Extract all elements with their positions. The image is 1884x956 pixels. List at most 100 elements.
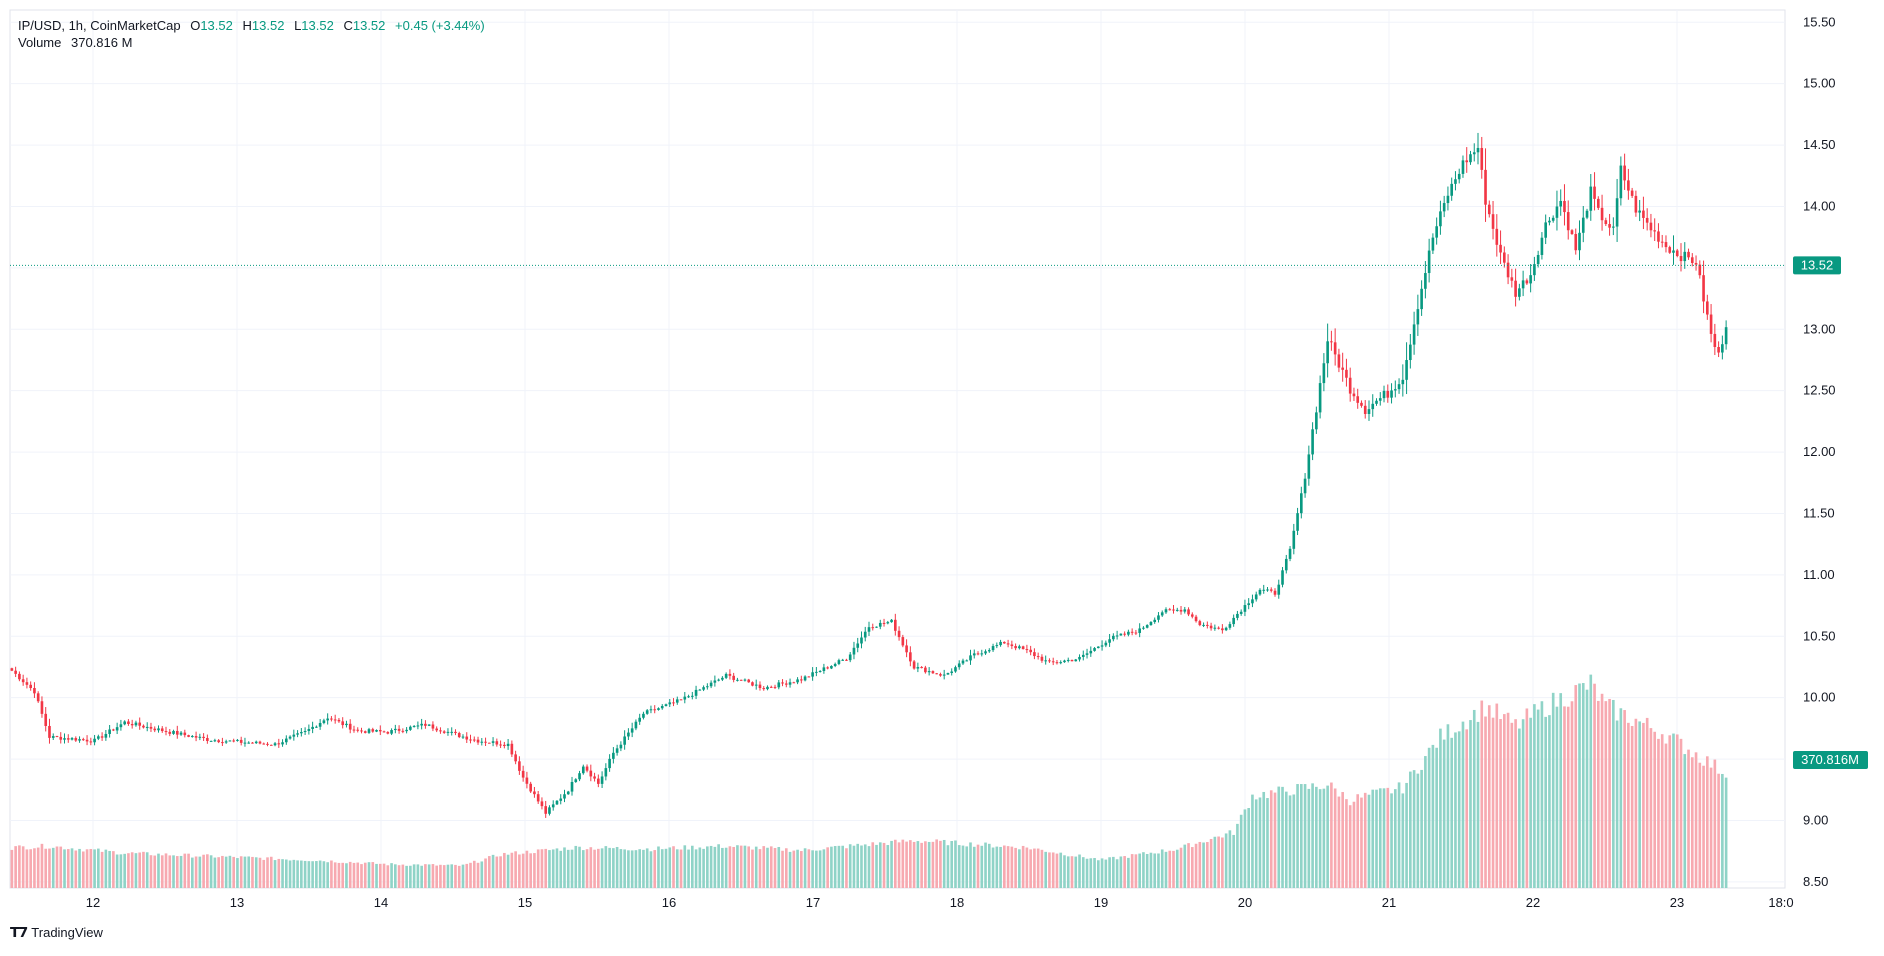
candle-body <box>123 721 126 725</box>
candle-body <box>100 736 104 738</box>
volume-bar <box>1454 732 1457 888</box>
candle-body <box>104 733 108 738</box>
candle-body <box>29 684 32 689</box>
y-tick-label: 14.00 <box>1803 198 1836 213</box>
candle-body <box>345 723 348 726</box>
candle-body <box>1424 273 1427 289</box>
volume-bar <box>435 865 438 888</box>
candle-body <box>457 733 461 738</box>
volume-bar <box>702 848 705 888</box>
volume-bar <box>1679 738 1683 888</box>
candle-body <box>394 728 397 731</box>
volume-bar <box>48 848 51 888</box>
candle-body <box>1108 639 1111 643</box>
volume-bar <box>1593 683 1596 888</box>
candle-body <box>529 783 532 792</box>
candle-body <box>694 689 698 696</box>
candle-body <box>1393 389 1397 391</box>
candle-body <box>1010 644 1014 647</box>
volume-bar <box>457 865 461 888</box>
volume-bar <box>972 846 976 888</box>
candle-body <box>634 721 638 729</box>
candle-body <box>1619 165 1623 199</box>
candle-body <box>1311 429 1314 455</box>
candle-body <box>991 646 995 651</box>
candle-body <box>1615 198 1619 227</box>
volume-bar <box>961 845 965 888</box>
volume-bar <box>1006 846 1010 888</box>
volume-bar <box>78 848 81 888</box>
candle-body <box>1612 226 1615 228</box>
volume-bar <box>510 852 514 888</box>
candle-body <box>217 740 220 743</box>
candle-body <box>773 686 777 688</box>
candle-body <box>239 739 243 743</box>
candle-body <box>1638 210 1641 213</box>
volume-bar <box>1645 717 1649 888</box>
volume-bar <box>995 846 999 888</box>
volume-bar <box>807 849 811 888</box>
volume-bar <box>409 865 412 888</box>
volume-bar <box>1698 762 1702 888</box>
volume-bar <box>796 849 799 888</box>
volume-bar <box>627 850 630 888</box>
volume-bar <box>1555 706 1559 888</box>
candle-body <box>1115 635 1119 637</box>
candle-body <box>465 736 469 740</box>
candle-body <box>1112 635 1115 640</box>
candle-body <box>74 738 78 741</box>
candle-body <box>1457 173 1461 180</box>
volume-bar <box>1623 710 1626 888</box>
candle-body <box>841 659 845 661</box>
candle-body <box>397 728 401 731</box>
volume-bar <box>1100 858 1104 888</box>
candle-body <box>995 645 999 647</box>
candle-body <box>341 721 345 726</box>
volume-bar <box>848 844 852 888</box>
volume-bar <box>1491 717 1495 888</box>
volume-bar <box>566 849 570 888</box>
volume-bar <box>563 847 566 888</box>
volume-bar <box>1322 788 1326 888</box>
volume-legend: Volume 370.816 M <box>18 34 132 51</box>
candle-body <box>130 723 134 726</box>
volume-bar <box>1630 725 1634 888</box>
candle-body <box>1555 206 1559 218</box>
volume-bar <box>1318 789 1322 888</box>
volume-bar <box>1431 744 1435 888</box>
volume-bar <box>153 855 157 888</box>
candle-body <box>675 699 679 703</box>
volume-bar <box>1457 731 1461 888</box>
volume-bar <box>1236 823 1239 888</box>
volume-bar <box>1721 773 1724 888</box>
volume-bar <box>766 847 769 888</box>
volume-bar <box>367 862 371 888</box>
candle-body <box>1378 398 1382 401</box>
volume-bar <box>762 846 766 888</box>
volume-bar <box>1476 721 1480 888</box>
candle-body <box>1412 324 1416 345</box>
volume-bar <box>570 849 574 888</box>
volume-bar <box>1149 852 1153 888</box>
volume-bar <box>536 849 540 888</box>
candle-body <box>81 739 85 741</box>
high-value: 13.52 <box>251 18 285 33</box>
candle-body <box>1172 609 1175 611</box>
volume-bar <box>1273 792 1277 888</box>
volume-bar <box>856 843 860 888</box>
candle-body <box>25 682 29 685</box>
volume-bar <box>773 847 777 888</box>
volume-bar <box>1029 849 1032 888</box>
candle-body <box>269 744 273 746</box>
close-label: C <box>343 18 353 33</box>
brand-logo[interactable]: 𝗧𝟳 TradingView <box>10 924 103 941</box>
volume-bar <box>657 846 660 888</box>
volume-bar <box>63 849 66 888</box>
candle-body <box>243 742 247 744</box>
volume-bar <box>14 846 17 888</box>
candle-body <box>1085 653 1089 655</box>
candle-body <box>935 673 938 675</box>
candle-body <box>89 741 93 743</box>
